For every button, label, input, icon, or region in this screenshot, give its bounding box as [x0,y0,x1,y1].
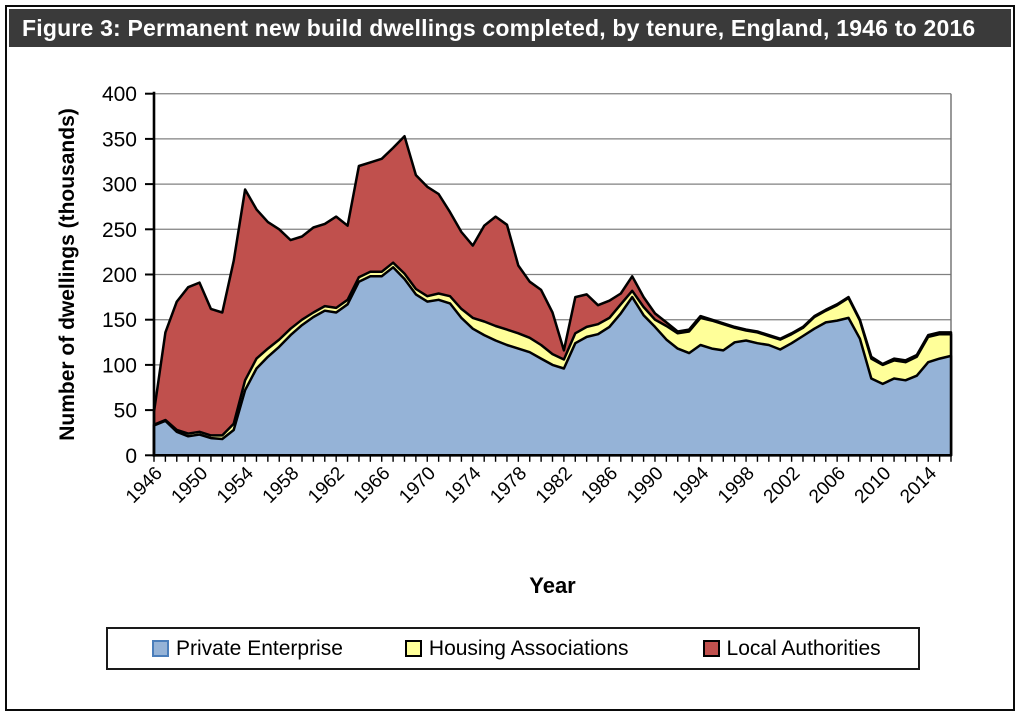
x-tick-label-1962: 1962 [304,463,349,508]
y-tick-label-100: 100 [102,354,137,377]
x-tick-label-2014: 2014 [896,463,941,508]
private-enterprise-swatch [152,640,169,657]
legend-label-private-enterprise: Private Enterprise [176,636,343,660]
x-tick-label-2006: 2006 [805,463,850,508]
y-tick-label-250: 250 [102,219,137,242]
area-private-enterprise [152,266,953,457]
x-tick-label-1998: 1998 [714,463,759,508]
y-tick-label-150: 150 [102,309,137,332]
x-tick-label-1978: 1978 [486,463,531,508]
x-tick-label-1974: 1974 [441,463,486,508]
housing-associations-swatch [404,640,422,657]
y-tick-label-200: 200 [102,264,137,287]
figure-border: Figure 3: Permanent new build dwellings … [5,5,1015,711]
x-tick-label-1990: 1990 [623,463,668,508]
x-tick-label-1954: 1954 [213,463,258,508]
x-tick-label-1970: 1970 [395,463,440,508]
local-authorities-swatch [702,640,720,657]
legend-label-local-authorities: Local Authorities [726,636,881,660]
x-tick-label-1958: 1958 [259,463,304,508]
x-tick-label-1982: 1982 [532,463,577,508]
chart-legend: Private Enterprise Housing Associations … [106,627,920,670]
legend-item-local-authorities: Local Authorities [702,636,881,661]
legend-item-housing-associations: Housing Associations [404,636,629,661]
x-tick-label-2010: 2010 [851,463,896,508]
legend-label-housing-associations: Housing Associations [428,636,629,660]
figure-title-bar: Figure 3: Permanent new build dwellings … [9,9,1011,47]
x-tick-label-1950: 1950 [168,463,213,508]
x-axis-title: Year [529,573,576,598]
y-tick-label-300: 300 [102,174,137,197]
figure-title: Figure 3: Permanent new build dwellings … [22,14,976,41]
y-tick-label-350: 350 [102,128,137,151]
x-tick-label-1986: 1986 [577,463,622,508]
x-tick-label-1966: 1966 [350,463,395,508]
y-tick-label-0: 0 [125,445,137,468]
x-tick-label-2002: 2002 [760,463,805,508]
y-tick-label-50: 50 [114,400,137,423]
y-axis-title: Number of dwellings (thousands) [56,108,79,441]
legend-item-private-enterprise: Private Enterprise [152,637,343,661]
x-tick-label-1994: 1994 [669,463,714,508]
y-tick-label-400: 400 [102,83,137,106]
stacked-area-chart: 0 50 100 150 200 250 300 350 400 1946 1950 1954 1958… [56,83,953,598]
x-tick-label-1946: 1946 [122,463,167,508]
